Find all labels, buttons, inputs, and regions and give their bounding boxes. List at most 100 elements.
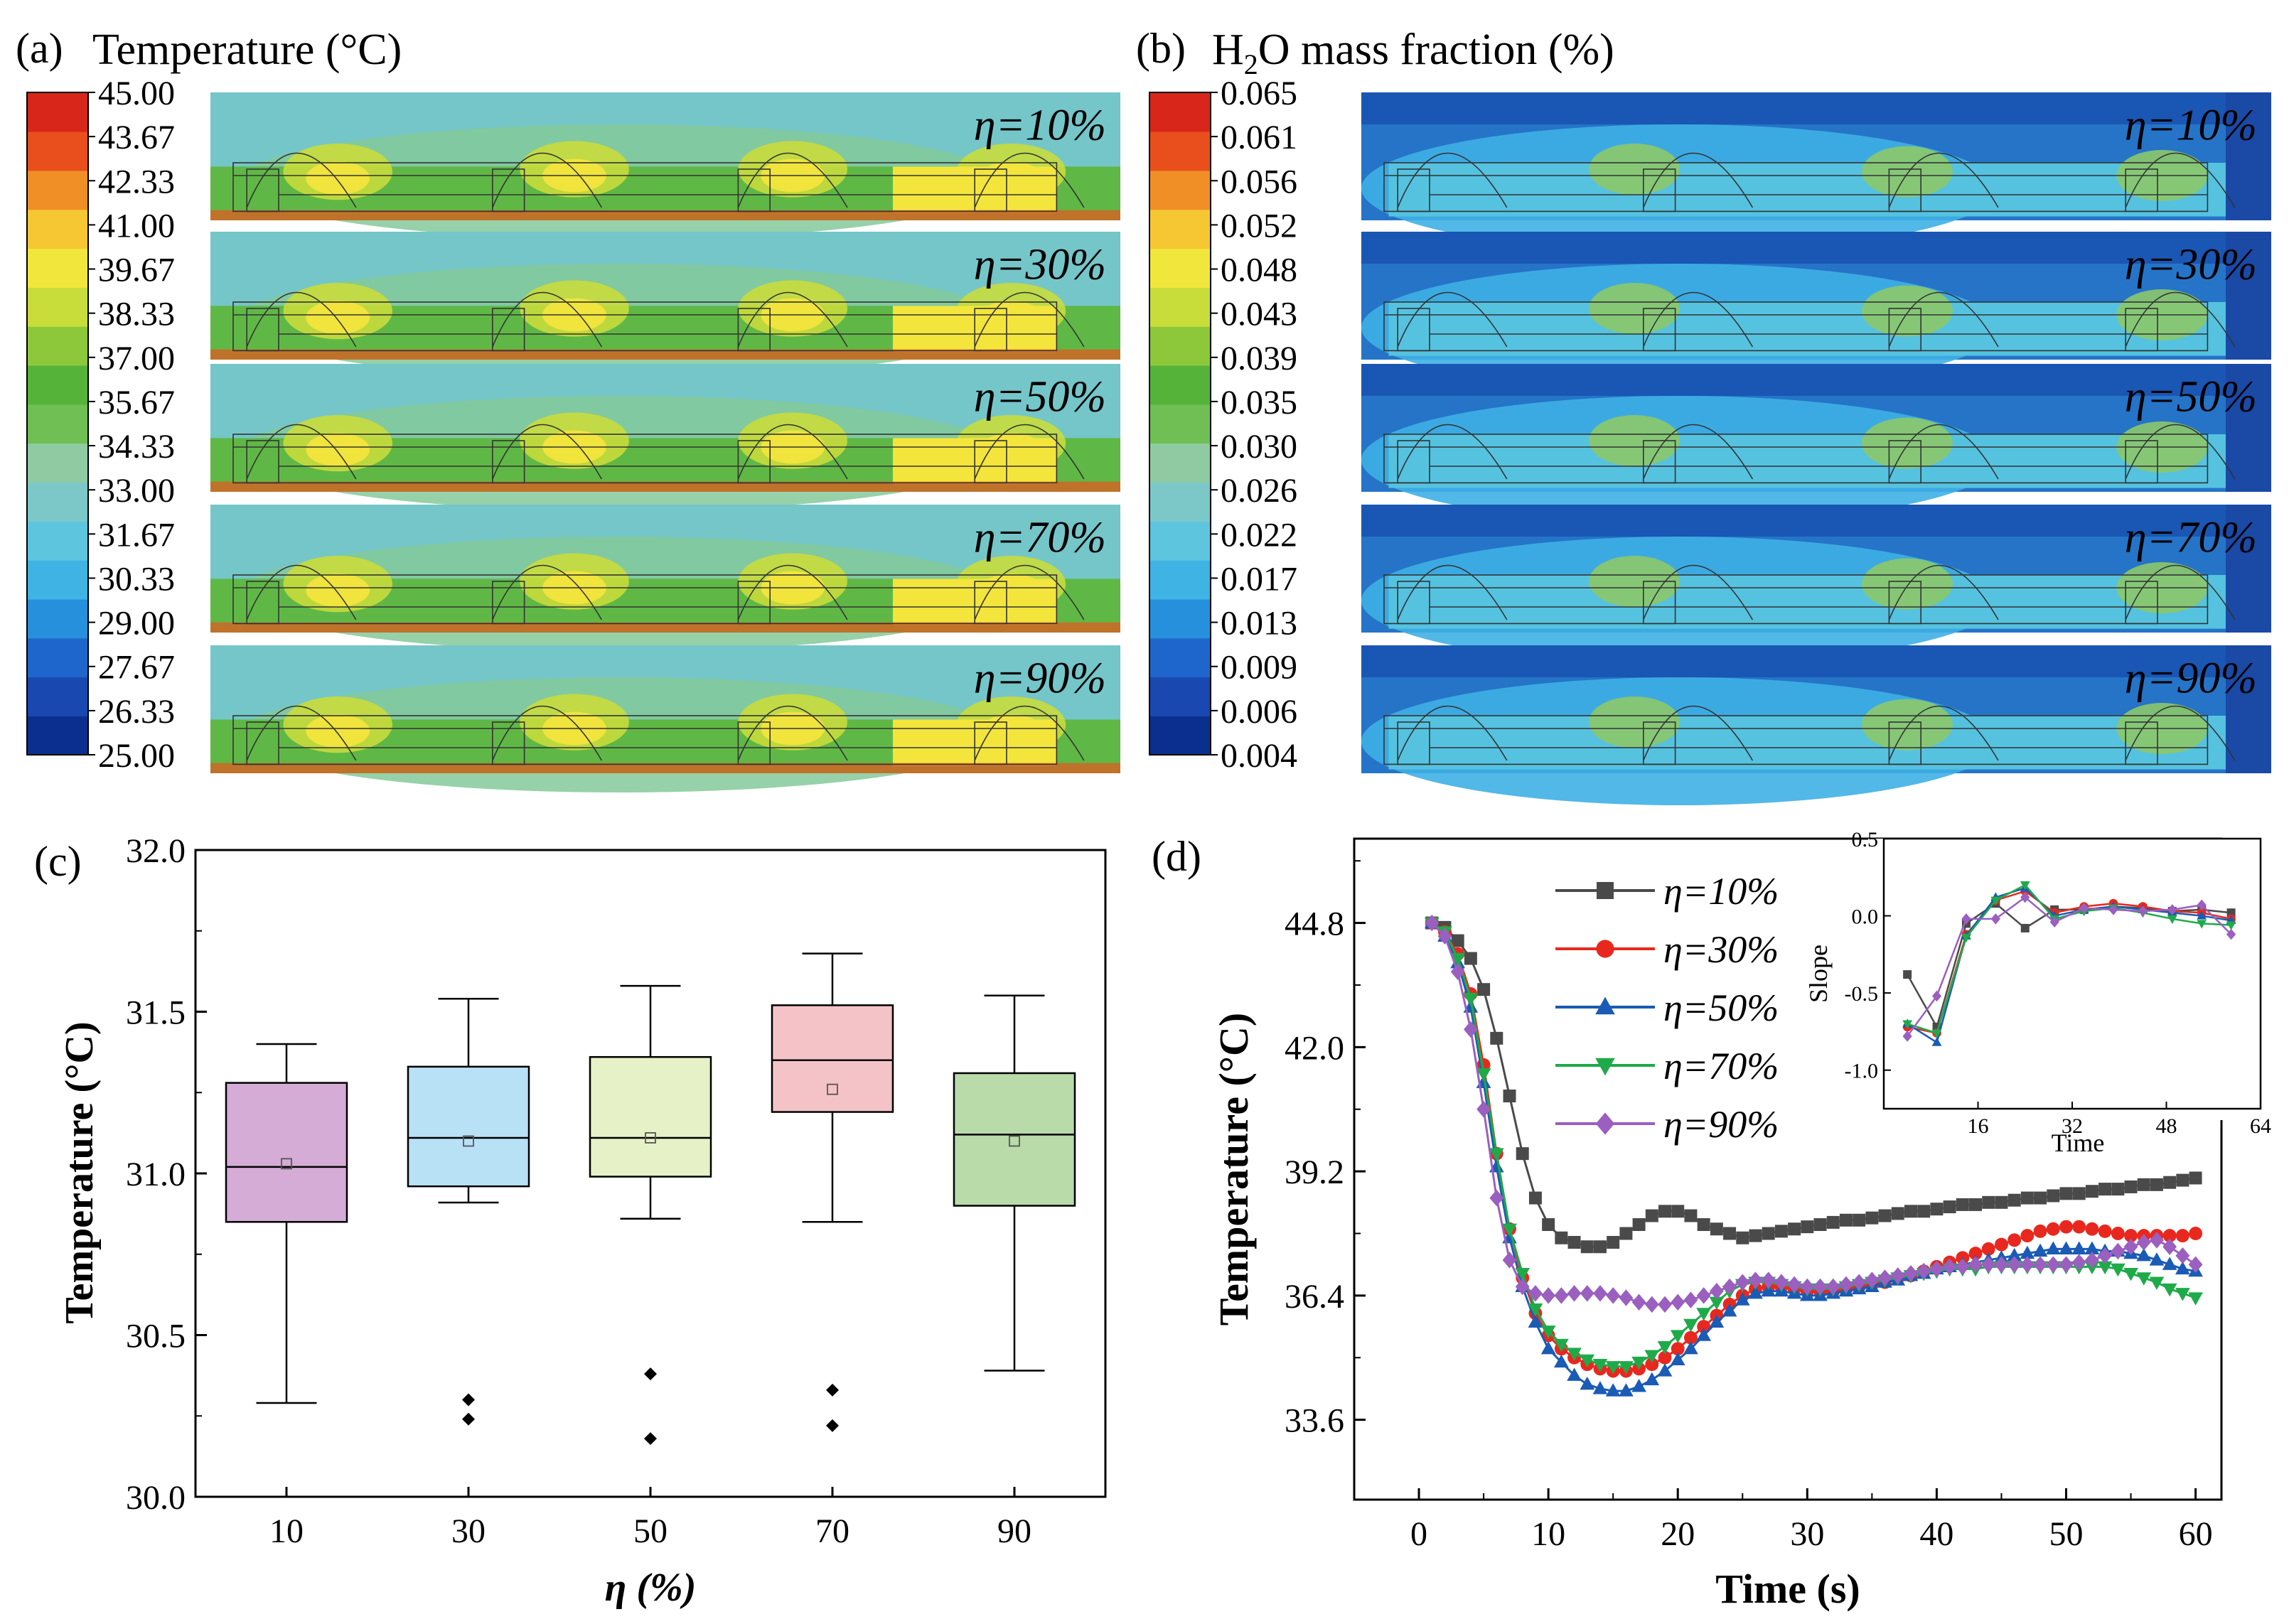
series-point (1516, 1147, 1529, 1161)
inset-y-label: Slope (1804, 945, 1833, 1003)
series-point (1592, 1358, 1608, 1372)
plot-c-y-axis: 30.0 30.5 31.0 31.5 32.0 (126, 832, 207, 1517)
series-point (1749, 1229, 1762, 1242)
colorbar-b-segment (1149, 638, 1211, 678)
colorbar-b-segment (1149, 209, 1211, 249)
colorbar-b-segment (1149, 716, 1211, 755)
colorbar-a-segment (27, 170, 88, 210)
colorbar-a-tick-label: 29.00 (98, 605, 175, 642)
inset-y-tick-label: -0.5 (1845, 982, 1879, 1006)
series-point (1761, 1271, 1776, 1289)
greenhouse-arch (1888, 291, 1999, 348)
greenhouse-post (737, 168, 771, 213)
contour-plots-b: η=10% η=30% η=50% η=70% η=90% (1361, 92, 2271, 805)
series-point (2020, 1191, 2034, 1205)
series-point (1683, 1291, 1698, 1308)
greenhouse-arch (246, 152, 357, 208)
contour-outlet-band (2226, 645, 2271, 773)
series-point (1877, 1269, 1892, 1286)
series-point (1437, 927, 1452, 945)
inset-y-tick-label: -1.0 (1845, 1060, 1879, 1083)
contour-plot-a: η=10% (210, 92, 1120, 240)
inset-series-point (2197, 899, 2207, 911)
series-point (2124, 1229, 2138, 1243)
greenhouse-arch (1888, 564, 1999, 620)
colorbar-a-segment (27, 638, 88, 678)
contour-floor-heat (210, 763, 1120, 773)
inset-series-point (1961, 933, 1971, 943)
series-point (1515, 1278, 1530, 1296)
greenhouse-outline (232, 705, 1085, 765)
box-outlier (644, 1367, 657, 1381)
series-point (1865, 1271, 1880, 1289)
greenhouse-outline (1383, 152, 2236, 213)
inset-series-point (1931, 1037, 1942, 1046)
contour-greenhouse-zone (1388, 302, 2226, 356)
colorbar-b-segment (1149, 404, 1211, 444)
greenhouse-post (246, 581, 279, 625)
panel-a-title: Temperature (°C) (92, 26, 402, 74)
series-point (1528, 1303, 1543, 1317)
box-outlier (462, 1412, 475, 1426)
series-point (1658, 1205, 1672, 1218)
series-point (2123, 1268, 2138, 1281)
greenhouse-post (974, 440, 1007, 484)
greenhouse-arch (1397, 291, 1508, 348)
series-point (1644, 1372, 1660, 1386)
greenhouse-post (737, 721, 771, 765)
inset-series-point (2020, 881, 2030, 891)
series-point (2175, 1288, 2190, 1301)
series-point (1930, 1203, 1944, 1216)
plot-c-y-tick-label: 31.5 (126, 994, 186, 1032)
inset-series-point (2138, 905, 2148, 917)
series-point (1631, 1294, 1646, 1311)
box-iqr (589, 1055, 712, 1178)
inset-series-point (2108, 904, 2118, 915)
colorbar-b-segment (1149, 559, 1211, 600)
plot-d-x-tick-label: 50 (2049, 1515, 2083, 1553)
plot-c-y-tick-label: 31.0 (126, 1156, 186, 1193)
contour-humid-plume (1862, 699, 1953, 751)
colorbar-a-tick-label: 26.33 (98, 693, 175, 731)
greenhouse-arch (737, 291, 848, 348)
series-point (1696, 1308, 1711, 1321)
legend-label: η=30% (1663, 928, 1779, 971)
series-point (2123, 1238, 2138, 1255)
greenhouse-post (1643, 168, 1676, 213)
series-point (1995, 1195, 2008, 1209)
colorbar-b-tick-label: 0.013 (1221, 605, 1297, 642)
series-point (1463, 993, 1479, 1006)
series-point (2175, 1247, 2190, 1264)
series-point (1839, 1276, 1853, 1293)
box-mean-marker (463, 1135, 474, 1147)
greenhouse-arch (2125, 291, 2236, 348)
contour-top-band (1361, 92, 2271, 124)
series-point (2059, 1256, 2074, 1273)
series-point (1929, 1260, 1944, 1278)
series-point (1580, 1285, 1594, 1302)
series-point (1736, 1231, 1749, 1244)
greenhouse-outline (1383, 291, 2236, 352)
colorbar-a-segment (27, 482, 88, 522)
series-point (2150, 1178, 2163, 1191)
series-point (2149, 1252, 2165, 1266)
greenhouse-post (1397, 168, 1430, 213)
greenhouse-arch (1888, 152, 1999, 208)
plot-c-boxes (225, 952, 1076, 1446)
contour-outlet-band (2226, 364, 2271, 492)
legend-marker (1595, 1058, 1615, 1076)
plot-d-y-label: Temperature (°C) (1211, 1013, 1257, 1325)
contour-humid-plume (1862, 558, 1953, 610)
series-point (2163, 1176, 2177, 1189)
series-point (2007, 1247, 2022, 1262)
series-point (1464, 952, 1477, 965)
inset-series-point (2226, 921, 2236, 930)
colorbar-a-tick-label: 38.33 (98, 296, 175, 333)
colorbar-a-tick-label: 30.33 (98, 560, 175, 598)
series-point (1644, 1296, 1659, 1313)
series-point (2162, 1257, 2177, 1270)
series-point (1865, 1211, 1879, 1225)
contour-plot-a: η=50% (210, 364, 1120, 511)
contour-plot-b: η=10% (1361, 92, 2271, 252)
greenhouse-outline (232, 291, 1085, 352)
